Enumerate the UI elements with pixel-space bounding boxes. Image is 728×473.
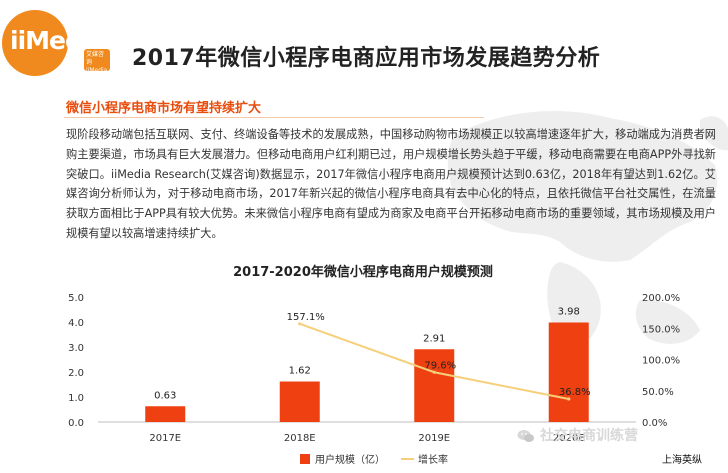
logo-circle (2, 10, 68, 76)
growth-rate-point (567, 397, 571, 401)
wechat-icon (517, 430, 534, 442)
bar-value-label: 2.91 (423, 333, 445, 344)
bar (279, 381, 320, 422)
y-left-tick-label: 0.0 (68, 418, 84, 429)
chart-title: 2017-2020年微信小程序电商用户规模预测 (233, 264, 493, 280)
y-left-tick-label: 4.0 (68, 318, 84, 329)
y-right-tick-label: 100.0% (642, 356, 680, 367)
iimedia-logo: iiMedia 艾媒咨询 iiMedia Research (2, 10, 120, 76)
y-right-tick-label: 200.0% (642, 293, 680, 304)
page-title: 2017年微信小程序电商应用市场发展趋势分析 (132, 46, 601, 71)
y-right-tick-label: 50.0% (642, 387, 674, 398)
body-paragraph: 现阶段移动端包括互联网、支付、终端设备等技术的发展成熟，中国移动购物市场规模正以… (66, 128, 716, 240)
legend-label-bar: 用户规模（亿） (315, 453, 385, 466)
x-tick-label: 2020E (553, 433, 585, 444)
y-right-tick-label: 150.0% (642, 324, 680, 335)
section-heading: 微信小程序电商市场有望持续扩大 (66, 101, 262, 116)
bar (548, 322, 589, 422)
bar-value-label: 1.62 (289, 366, 311, 377)
y-left-tick-label: 5.0 (68, 293, 84, 304)
y-left-tick-label: 3.0 (68, 343, 84, 354)
growth-rate-label: 36.8% (559, 387, 591, 398)
bar-value-label: 3.98 (558, 307, 580, 318)
x-tick-label: 2018E (284, 433, 316, 444)
bar (145, 406, 186, 422)
bar-value-label: 0.63 (154, 390, 176, 401)
legend-label-line: 增长率 (418, 453, 448, 466)
legend-swatch-bar (300, 454, 310, 464)
logo-sub-badge: 艾媒咨询 iiMedia Research (84, 49, 110, 71)
watermark-text: 社交电商训练营 (540, 428, 638, 444)
growth-rate-label: 157.1% (287, 312, 325, 323)
attribution-text: 上海英纵 (662, 455, 702, 466)
y-left-tick-label: 1.0 (68, 393, 84, 404)
growth-rate-point (432, 370, 436, 374)
header: iiMedia 艾媒咨询 iiMedia Research 2017年微信小程序… (0, 0, 728, 88)
x-tick-label: 2017E (149, 433, 181, 444)
y-left-tick-label: 2.0 (68, 368, 84, 379)
x-tick-label: 2019E (418, 433, 450, 444)
growth-rate-label: 79.6% (424, 360, 456, 371)
bar (414, 349, 455, 422)
section-divider (64, 117, 484, 118)
y-right-tick-label: 0.0% (642, 418, 667, 429)
growth-rate-point (298, 322, 302, 326)
